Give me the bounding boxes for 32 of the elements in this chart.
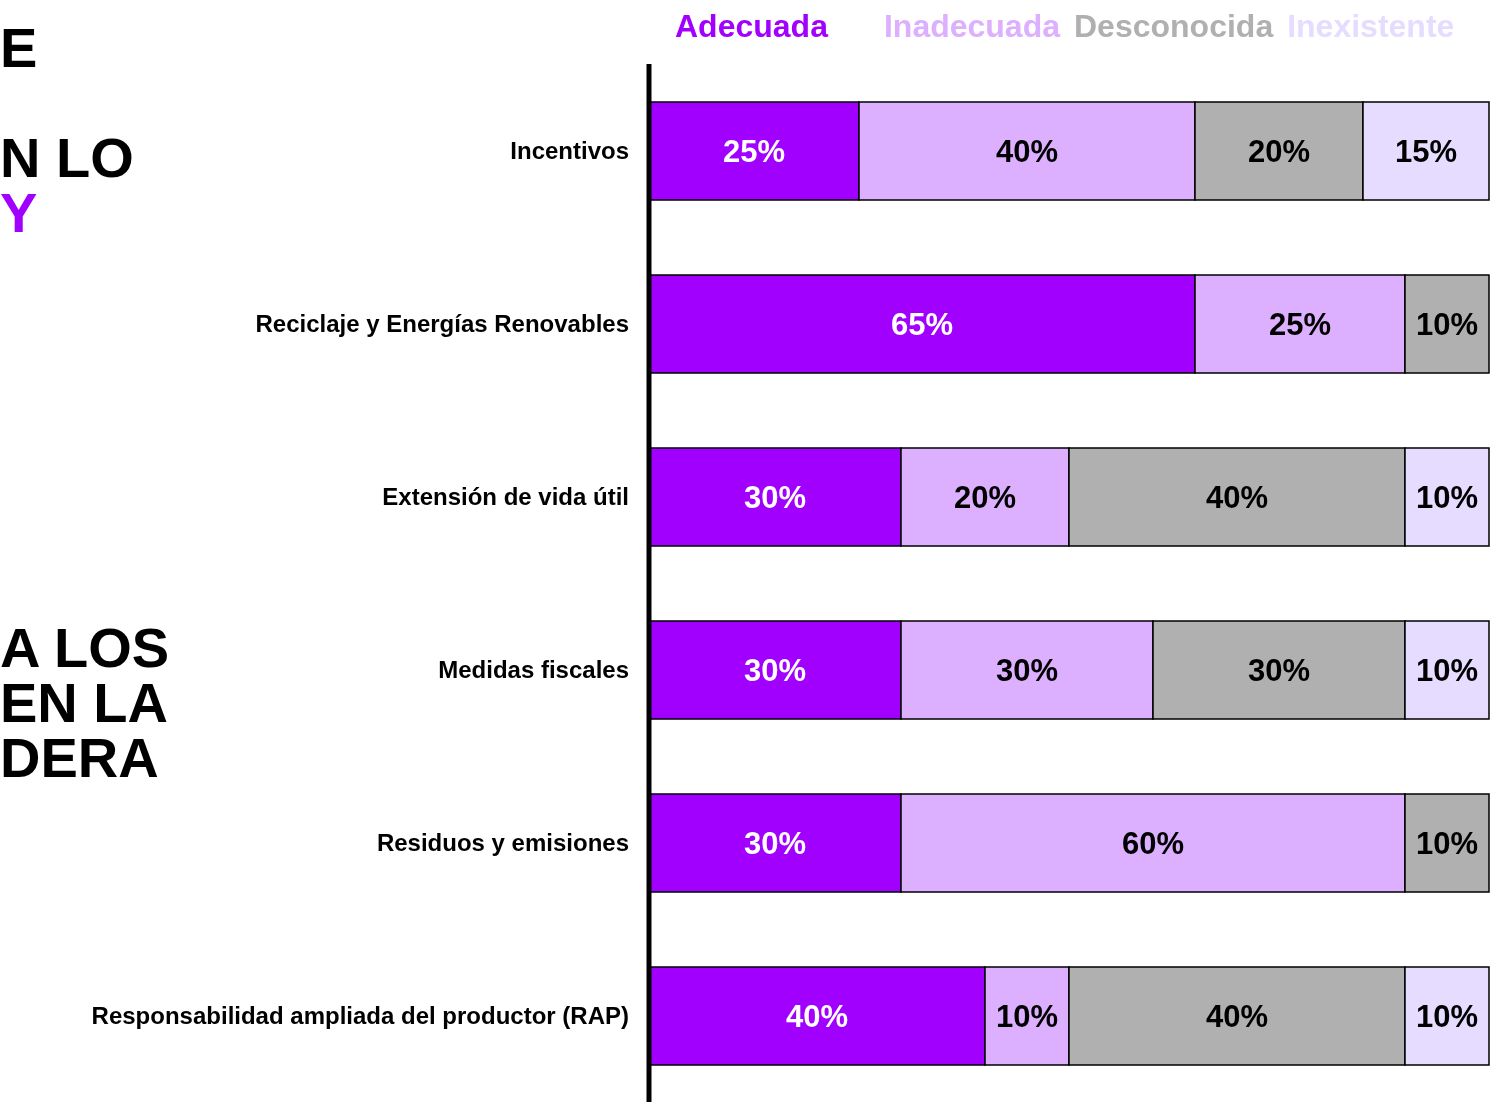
y-tick-label: Extensión de vida útil <box>382 483 629 511</box>
data-label: 25% <box>722 133 786 169</box>
data-label: 15% <box>1394 133 1458 169</box>
data-label: 10% <box>1415 306 1479 342</box>
y-tick-label: Responsabilidad ampliada del productor (RAP) <box>91 1002 629 1030</box>
data-label: 10% <box>1415 998 1479 1034</box>
y-tick-label: Residuos y emisiones <box>376 829 629 857</box>
data-label: 10% <box>1415 825 1479 861</box>
series-label: Adecuada <box>675 8 828 45</box>
data-label: 25% <box>1268 306 1332 342</box>
data-label: 30% <box>743 479 807 515</box>
data-label: 65% <box>890 306 954 342</box>
y-tick-label: Incentivos <box>510 137 629 165</box>
data-label: 10% <box>1415 652 1479 688</box>
data-label: 20% <box>953 479 1017 515</box>
data-label: 10% <box>1415 479 1479 515</box>
data-label: 30% <box>743 825 807 861</box>
data-label: 30% <box>1247 652 1311 688</box>
data-label: 40% <box>1205 998 1269 1034</box>
y-tick-label: Reciclaje y Energías Renovables <box>255 310 629 338</box>
data-label: 20% <box>1247 133 1311 169</box>
data-label: 30% <box>743 652 807 688</box>
data-label: 10% <box>995 998 1059 1034</box>
y-tick-label: Medidas fiscales <box>438 656 629 684</box>
data-label: 30% <box>995 652 1059 688</box>
data-label: 60% <box>1121 825 1185 861</box>
series-label: Desconocida <box>1074 8 1274 45</box>
text: E <box>0 16 38 79</box>
data-label: 40% <box>1205 479 1269 515</box>
series-label: Inadecuada <box>883 8 1060 45</box>
data-label: 40% <box>785 998 849 1034</box>
data-label: 40% <box>995 133 1059 169</box>
